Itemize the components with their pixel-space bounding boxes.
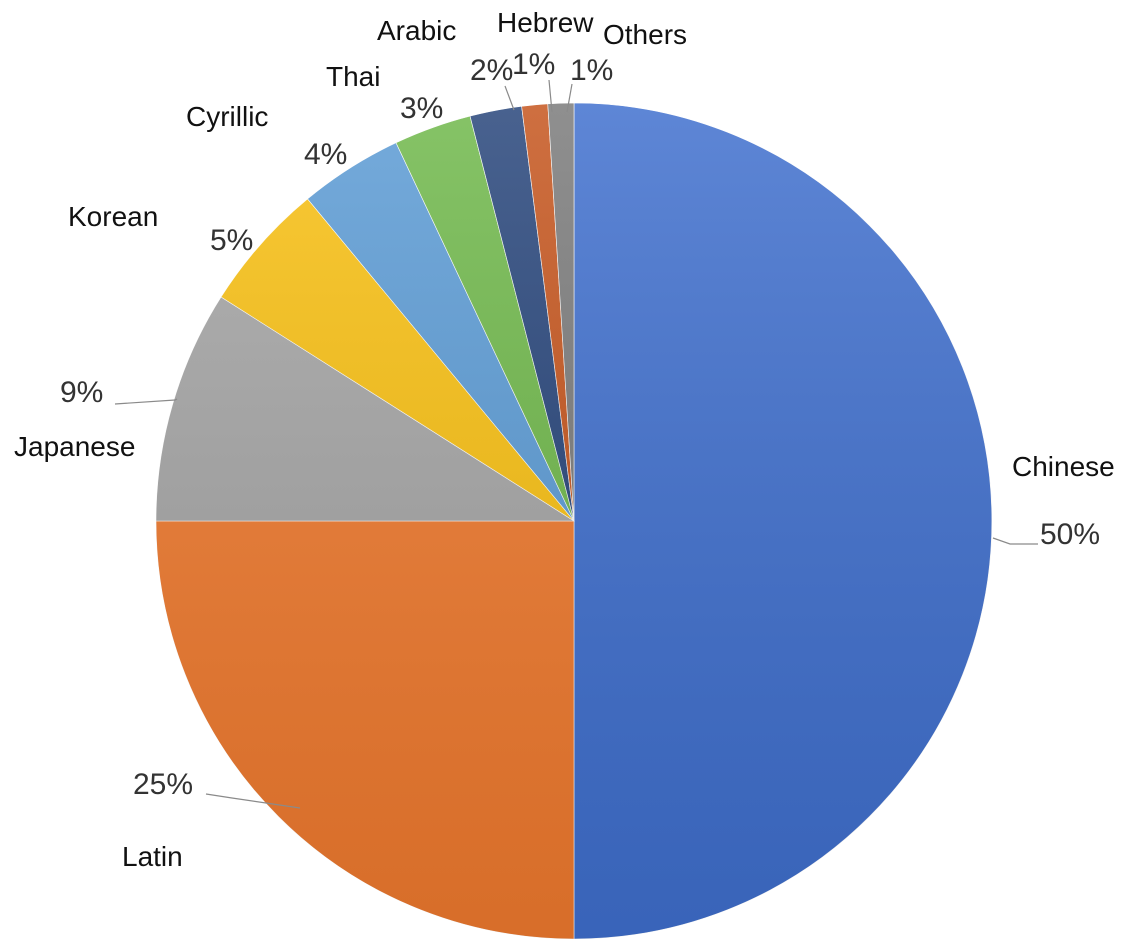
leader-line-chinese [992, 537, 1038, 545]
label-japanese-percent: 9% [60, 376, 103, 409]
leader-lines [114, 79, 1038, 809]
label-latin-name: Latin [122, 841, 183, 872]
label-cyrillic-percent: 4% [304, 138, 347, 171]
slice-latin [155, 520, 575, 940]
slice-labels: Chinese 50% Latin 25% Japanese 9% Korean 5% Cyri… [14, 7, 1115, 872]
label-thai-name: Thai [326, 61, 380, 92]
label-korean-percent: 5% [210, 224, 253, 257]
slice-chinese [573, 102, 993, 940]
label-latin-percent: 25% [133, 768, 193, 801]
leader-line-arabic [504, 85, 515, 111]
label-others-name: Others [603, 19, 687, 50]
label-arabic-name: Arabic [377, 15, 456, 46]
leader-line-others [566, 83, 573, 113]
leader-line-japanese [114, 398, 178, 405]
label-chinese-percent: 50% [1040, 518, 1100, 551]
pie-slices [155, 102, 993, 940]
label-japanese-name: Japanese [14, 431, 135, 462]
label-chinese-name: Chinese [1012, 451, 1115, 482]
label-thai-percent: 3% [400, 92, 443, 125]
label-cyrillic-name: Cyrillic [186, 101, 268, 132]
label-hebrew-name: Hebrew [497, 7, 594, 38]
leader-line-latin [205, 793, 301, 809]
label-hebrew-percent: 1% [512, 48, 555, 81]
label-korean-name: Korean [68, 201, 158, 232]
label-arabic-percent: 2% [470, 54, 513, 87]
leader-line-hebrew [548, 79, 553, 113]
label-others-percent: 1% [570, 54, 613, 87]
